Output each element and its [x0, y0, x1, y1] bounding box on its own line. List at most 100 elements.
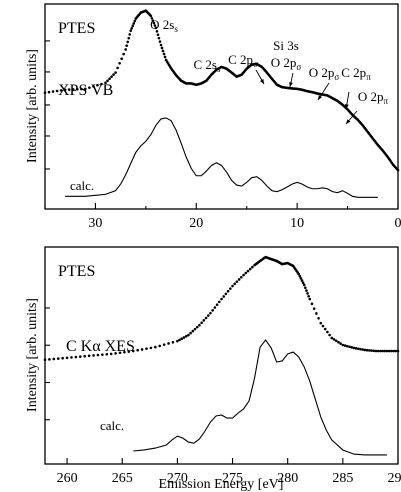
top-data-point [131, 24, 135, 28]
bottom-data-point [328, 333, 331, 337]
bottom-data-point [244, 271, 248, 275]
top-data-point [396, 168, 400, 172]
bottom-calc-curve [133, 339, 387, 456]
bottom-data-point [298, 274, 302, 278]
bottom-data-point [187, 333, 190, 337]
peak-arrowhead-2 [260, 79, 264, 84]
bottom-data-point [193, 327, 197, 331]
bottom-data-point [182, 336, 186, 339]
bottom-calc-label: calc. [100, 418, 124, 433]
bottom-data-point [350, 346, 353, 349]
bottom-x-ticks: 260 265 270 275 280 285 290 [45, 307, 401, 486]
bottom-data-point [43, 358, 47, 362]
bottom-x-tick-label-260: 260 [57, 471, 78, 486]
bottom-data-point [145, 347, 148, 350]
bottom-data-point [56, 357, 60, 360]
peak-arrowhead-7 [346, 119, 351, 124]
bottom-data-point [385, 349, 389, 353]
top-data-point [128, 33, 132, 36]
top-data-point [55, 89, 59, 93]
bottom-data-point [297, 272, 301, 276]
bottom-data-point [83, 354, 87, 358]
bottom-data-point [131, 349, 135, 353]
bottom-data-point [127, 350, 131, 353]
bottom-data-point [87, 354, 91, 358]
bottom-data-point [306, 292, 309, 295]
bottom-data-point [195, 325, 199, 329]
top-x-ticks: 30 20 10 0 [44, 40, 401, 231]
bottom-data-point [299, 277, 303, 280]
top-data-point [110, 75, 113, 78]
bottom-data-point [226, 289, 230, 293]
bottom-data-point [305, 289, 308, 292]
top-data-point [108, 77, 111, 81]
bottom-data-point [65, 356, 69, 360]
bottom-data-point [92, 354, 95, 357]
bottom-data-point [323, 327, 327, 331]
bottom-data-point [374, 349, 378, 353]
bottom-data-point [307, 294, 310, 298]
bottom-data-point [368, 349, 371, 352]
bottom-data-point [248, 267, 252, 271]
bottom-data-point [167, 342, 170, 345]
bottom-data-point [381, 349, 384, 353]
bottom-data-point [217, 300, 221, 304]
top-data-point [163, 55, 167, 59]
peak-label-7: O 2pπ [358, 89, 389, 106]
bottom-data-point [337, 340, 340, 344]
bottom-data-point [200, 321, 203, 325]
top-data-point [43, 91, 47, 95]
top-data-point [71, 88, 75, 91]
bottom-data-point [220, 297, 223, 301]
peak-arrowhead-4 [289, 82, 293, 87]
peak-label-6: C 2pπ [341, 65, 371, 82]
top-series-label-xps: XPS VB [58, 82, 113, 99]
bottom-data-point [246, 269, 250, 273]
bottom-data-point [251, 265, 254, 269]
bottom-data-point [70, 356, 73, 359]
top-data-point [51, 90, 55, 93]
bottom-data-point [370, 349, 373, 352]
top-data-point [92, 85, 95, 88]
bottom-data-point [180, 337, 184, 340]
bottom-data-point [356, 347, 360, 351]
peak-label-4: O 2pσ [271, 55, 302, 72]
top-data-point [132, 22, 136, 25]
bottom-data-point [189, 331, 192, 335]
bottom-data-point [302, 283, 306, 287]
top-data-point [96, 83, 99, 87]
bottom-data-point [213, 306, 217, 309]
bottom-data-point [231, 284, 234, 288]
top-data-point [120, 57, 123, 60]
bottom-data-point [348, 345, 351, 349]
bottom-data-point [79, 355, 82, 358]
top-x-tick-label-20: 20 [189, 216, 203, 231]
top-data-point [114, 71, 117, 74]
bottom-data-point [330, 336, 334, 340]
bottom-data-point [352, 346, 356, 350]
bottom-data-point [136, 348, 139, 352]
bottom-x-axis-label: Emission Energy [eV] [159, 477, 284, 492]
top-panel-title: PTES [58, 20, 95, 37]
bottom-data-point [204, 316, 208, 320]
bottom-data-point [354, 347, 358, 350]
bottom-data-point [237, 278, 241, 281]
peak-label-5: O 2pσ [309, 65, 340, 82]
bottom-data-point [317, 316, 320, 320]
bottom-panel-title: PTES [58, 263, 95, 280]
top-data-point [150, 17, 154, 20]
bottom-data-point [229, 287, 232, 290]
bottom-data-point [372, 349, 376, 353]
top-calc-label: calc. [70, 178, 94, 193]
top-x-tick-label-10: 10 [290, 216, 304, 231]
peak-label-1: C 2ss [194, 57, 221, 74]
top-data-point [122, 52, 125, 56]
bottom-x-tick-label-280: 280 [277, 471, 298, 486]
bottom-data-point [332, 338, 336, 341]
top-data-point [80, 87, 83, 91]
top-data-point [160, 46, 164, 50]
top-data-point [127, 36, 131, 40]
bottom-y-axis-label: Intensity [arb. units] [25, 298, 40, 412]
top-data-point [84, 87, 87, 91]
